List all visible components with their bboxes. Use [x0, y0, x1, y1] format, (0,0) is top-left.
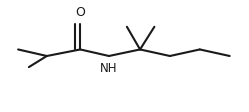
Text: O: O: [75, 6, 85, 19]
Text: NH: NH: [100, 61, 118, 75]
